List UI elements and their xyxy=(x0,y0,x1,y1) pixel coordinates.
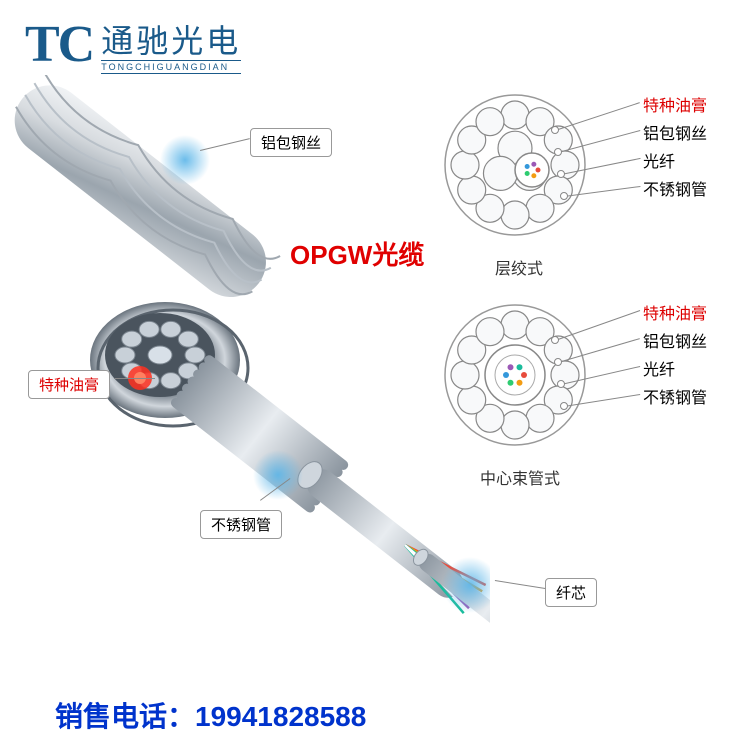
xsec-label: 光纤 xyxy=(640,356,678,380)
xsec2-caption: 中心束管式 xyxy=(480,465,560,489)
logo-chinese: 通驰光电 xyxy=(101,16,241,62)
xsec-label: 铝包钢丝 xyxy=(640,328,710,352)
callout-3d-3: 纤芯 xyxy=(545,578,597,607)
logo: TC 通驰光电 TONGCHIGUANGDIAN xyxy=(25,15,241,74)
callout-3d-2: 不锈钢管 xyxy=(200,510,282,539)
xsec1-caption: 层绞式 xyxy=(495,255,543,279)
xsec-label: 铝包钢丝 xyxy=(640,120,710,144)
logo-initials: TC xyxy=(25,15,93,74)
callout-3d-0: 铝包钢丝 xyxy=(250,128,332,157)
xsec-label: 特种油膏 xyxy=(640,300,710,324)
sales-phone: 销售电话：19941828588 xyxy=(55,695,366,735)
cross-section-layered xyxy=(440,90,590,240)
xsec-label: 特种油膏 xyxy=(640,92,710,116)
xsec-label: 不锈钢管 xyxy=(640,384,710,408)
xsec-label: 不锈钢管 xyxy=(640,176,710,200)
callout-3d-1: 特种油膏 xyxy=(28,370,110,399)
logo-pinyin: TONGCHIGUANGDIAN xyxy=(101,60,241,74)
phone-label: 销售电话： xyxy=(55,701,195,732)
xsec-label: 光纤 xyxy=(640,148,678,172)
cross-section-center-tube xyxy=(440,300,590,450)
phone-number: 19941828588 xyxy=(195,701,366,732)
